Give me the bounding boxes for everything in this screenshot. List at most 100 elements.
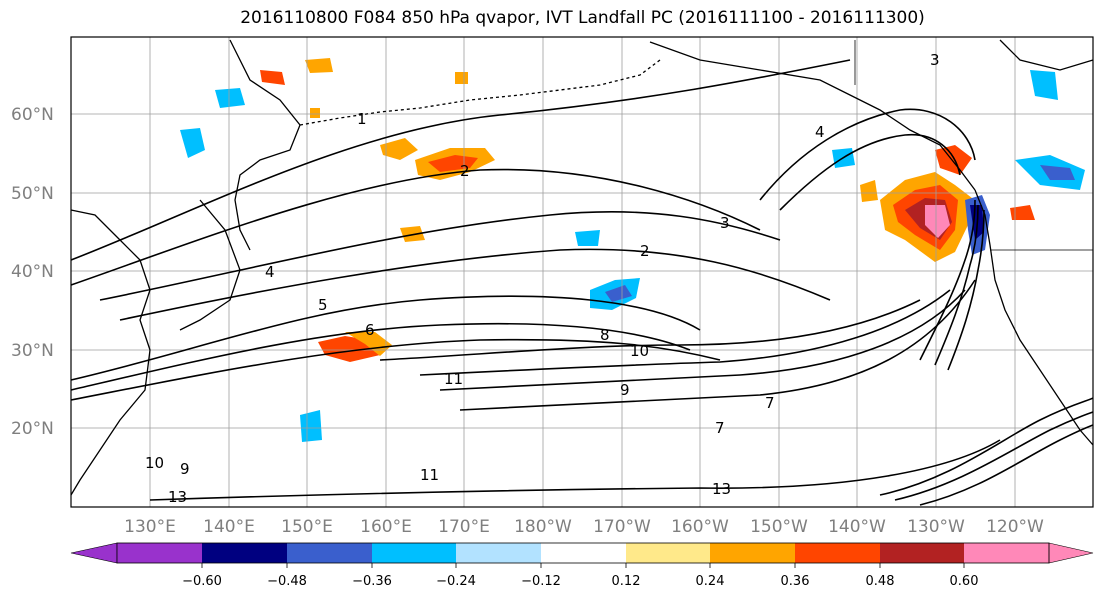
shade-positive-north-pacific-core [428, 155, 478, 172]
colorbar-tick-label: −0.36 [352, 574, 392, 589]
contour-label: 7 [765, 394, 775, 412]
shade-negative-northeast-core [1040, 165, 1075, 180]
shade-negative-hudson [1030, 70, 1058, 100]
colorbar-ticks [201, 563, 965, 568]
contour-4 [119, 248, 831, 321]
contour-3 [99, 211, 781, 301]
contour-label: 13 [712, 480, 731, 498]
contour-6 [70, 322, 691, 391]
contour-label: 10 [145, 454, 164, 472]
colorbar: −0.60 −0.48 −0.36 −0.24 −0.12 0.12 0.24 … [70, 542, 1094, 589]
lon-label: 170°E [438, 517, 490, 537]
shade-negative-west [180, 128, 205, 158]
contour-label: 13 [168, 488, 187, 506]
map-panel [71, 37, 1093, 507]
shade-positive-small-4 [860, 180, 878, 202]
contour-coast-3 [919, 424, 1094, 506]
contour-gulf-alaska-2 [779, 133, 961, 211]
contour-labels: 1 2 3 4 5 6 8 10 11 9 7 13 2 3 4 7 11 13… [145, 51, 940, 506]
contour-label: 5 [318, 296, 328, 314]
colorbar-tick-label: −0.12 [521, 574, 561, 589]
colorbar-swatch [710, 543, 795, 563]
lon-label: 130°W [907, 517, 965, 537]
colorbar-tick-label: 0.48 [866, 574, 895, 589]
contour-8 [70, 338, 721, 401]
lat-label-20n: 20°N [11, 419, 54, 439]
contour-2 [70, 168, 761, 286]
coast-aleutians [299, 59, 661, 126]
colorbar-tick-label: 0.12 [612, 574, 641, 589]
shade-negative-mid [575, 230, 600, 246]
lon-label: 140°W [828, 517, 886, 537]
gridlines [71, 37, 1093, 507]
latitude-labels: 60°N 50°N 40°N 30°N 20°N [11, 105, 54, 439]
lon-label: 150°W [750, 517, 808, 537]
colorbar-swatch [795, 543, 880, 563]
lon-label: 150°E [281, 517, 333, 537]
contour-label: 6 [365, 321, 375, 339]
coast-north-america [974, 189, 1094, 446]
contour-gulf-alaska [759, 108, 976, 201]
contour-label: 11 [420, 466, 439, 484]
lon-label: 160°W [671, 517, 729, 537]
shade-positive-aleutian [380, 138, 418, 160]
contour-label: 3 [720, 214, 730, 232]
lon-label: 140°E [203, 517, 255, 537]
shade-positive-small-2 [310, 108, 320, 118]
colorbar-swatch [626, 543, 710, 563]
contour-landfall-1 [919, 199, 976, 361]
lon-label: 170°W [593, 517, 651, 537]
longitude-labels: 130°E 140°E 150°E 160°E 170°E 180°W 170°… [124, 517, 1044, 537]
contour-label: 1 [357, 110, 367, 128]
colorbar-tick-label: −0.24 [436, 574, 476, 589]
contour-label: 3 [930, 51, 940, 69]
colorbar-extend-max [1048, 542, 1094, 564]
ivt-contours [70, 59, 1094, 506]
contour-label: 11 [444, 370, 463, 388]
contour-13 [149, 439, 1001, 501]
shade-positive-small-3 [1010, 205, 1035, 220]
colorbar-border [116, 542, 1050, 564]
lat-label-30n: 30°N [11, 341, 54, 361]
shade-negative-central-core [605, 285, 632, 302]
contour-label: 9 [180, 460, 190, 478]
shade-positive-small-1 [455, 72, 468, 84]
lat-label-50n: 50°N [11, 184, 54, 204]
contour-label: 2 [640, 242, 650, 260]
contour-landfall-3 [947, 209, 985, 371]
shade-negative-south [300, 410, 322, 442]
contour-label: 8 [600, 326, 610, 344]
colorbar-tick-label: −0.48 [267, 574, 307, 589]
colorbar-swatch [964, 543, 1049, 563]
contour-label: 9 [620, 381, 630, 399]
map-border [70, 36, 1094, 508]
coast-asia [70, 209, 151, 496]
contour-label: 4 [815, 123, 825, 141]
colorbar-extend-min [70, 542, 118, 564]
lon-label: 160°E [360, 517, 412, 537]
colorbar-tick-label: 0.60 [950, 574, 979, 589]
colorbar-swatch [287, 543, 372, 563]
contour-landfall-2 [934, 204, 979, 366]
contour-label: 7 [715, 419, 725, 437]
coast-alaska [649, 41, 976, 191]
colorbar-swatch [541, 543, 626, 563]
shade-positive-kamchatka [260, 70, 285, 85]
contour-label: 2 [460, 162, 470, 180]
contour-9 [439, 289, 966, 391]
colorbar-swatch [202, 543, 287, 563]
contour-1 [70, 59, 851, 261]
coast-hudson [999, 39, 1094, 71]
lon-label: 180°W [514, 517, 572, 537]
lat-label-60n: 60°N [11, 105, 54, 125]
shade-positive-bering [305, 58, 333, 73]
coast-japan [179, 199, 241, 331]
shade-negative-west-light [215, 88, 245, 108]
colorbar-swatch [372, 543, 456, 563]
shade-positive-landfall-peak [925, 205, 950, 238]
coast-kamchatka [229, 39, 301, 251]
colorbar-swatch [880, 543, 964, 563]
contour-7 [459, 279, 976, 411]
lon-label: 120°W [986, 517, 1044, 537]
